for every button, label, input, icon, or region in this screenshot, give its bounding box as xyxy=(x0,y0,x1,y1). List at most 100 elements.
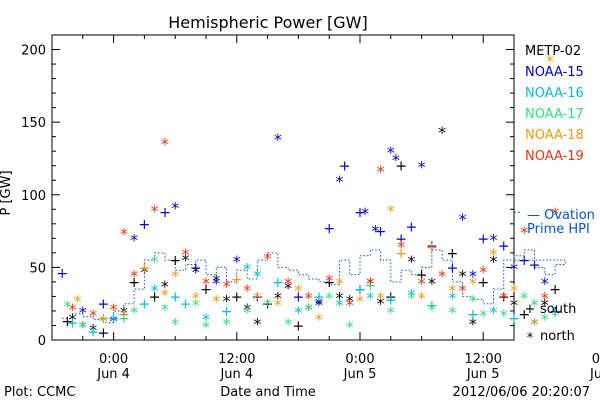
data-point: + xyxy=(118,311,130,327)
data-point: * xyxy=(500,306,508,325)
data-point: + xyxy=(159,205,171,221)
data-point: * xyxy=(407,288,415,307)
data-point: * xyxy=(89,306,97,325)
data-point: + xyxy=(97,326,109,342)
data-point: * xyxy=(387,201,395,220)
data-point: + xyxy=(375,224,387,240)
data-point: * xyxy=(407,286,415,305)
data-point: * xyxy=(520,288,528,307)
data-point: + xyxy=(426,298,438,314)
data-point: + xyxy=(508,311,520,327)
data-point: + xyxy=(169,253,181,269)
data-point: * xyxy=(315,296,323,315)
data-point: + xyxy=(518,253,530,269)
legend-marker-label: north xyxy=(540,329,575,344)
data-point: * xyxy=(428,274,436,293)
x-tick-date-label: Jun 6 xyxy=(589,367,600,382)
data-point: + xyxy=(354,205,366,221)
data-point: + xyxy=(354,282,366,298)
data-point: * xyxy=(130,267,138,286)
data-point: * xyxy=(171,198,179,217)
data-point: * xyxy=(192,262,200,281)
data-point: * xyxy=(99,312,107,331)
legend-ovation-label-1: — Ovation xyxy=(527,208,595,223)
data-point: + xyxy=(139,260,151,276)
data-point: + xyxy=(323,275,335,291)
data-point: * xyxy=(161,300,169,319)
data-point: * xyxy=(305,300,313,319)
data-point: * xyxy=(264,296,272,315)
data-point: * xyxy=(74,291,82,310)
data-point: * xyxy=(335,172,343,191)
legend-marker-label: south xyxy=(540,302,576,317)
data-point: * xyxy=(305,300,313,319)
data-point: + xyxy=(467,307,479,323)
data-point: * xyxy=(371,222,379,241)
data-point: * xyxy=(315,310,323,329)
data-point: * xyxy=(377,294,385,313)
data-point: * xyxy=(151,281,159,300)
data-point: * xyxy=(489,245,497,264)
data-point: + xyxy=(498,289,510,305)
data-point: * xyxy=(274,130,282,149)
data-point: * xyxy=(531,315,539,334)
data-point: + xyxy=(313,289,325,305)
data-point: + xyxy=(293,318,305,334)
data-point: + xyxy=(447,260,459,276)
data-point: * xyxy=(366,274,374,293)
data-point: * xyxy=(171,267,179,286)
data-point: * xyxy=(110,312,118,331)
data-point: + xyxy=(62,314,74,330)
data-point: + xyxy=(395,246,407,262)
data-point: * xyxy=(489,230,497,249)
x-tick-time-label: 0:00 xyxy=(592,352,600,367)
data-point: + xyxy=(354,282,366,298)
data-point: * xyxy=(510,296,518,315)
data-point: * xyxy=(392,150,400,169)
x-tick-time-label: 12:00 xyxy=(464,352,501,367)
data-point: * xyxy=(346,317,354,336)
data-points: +* * * +*+*+*+ **+** +**+ **+* *+* *+ ** ++*+ **+**… xyxy=(56,52,561,342)
data-point: * xyxy=(120,303,128,322)
data-point: * xyxy=(366,274,374,293)
data-point: * xyxy=(459,281,467,300)
data-point: + xyxy=(395,159,407,175)
y-tick-label: 100 xyxy=(21,189,46,204)
data-point: * xyxy=(69,310,77,329)
data-point: + xyxy=(251,289,263,305)
x-axis-label: Date and Time xyxy=(220,385,316,400)
data-point: + xyxy=(477,231,489,247)
data-point: + xyxy=(139,217,151,233)
data-point: * xyxy=(161,286,169,305)
x-tick-date-label: Jun 4 xyxy=(96,367,130,382)
data-point: * xyxy=(479,306,487,325)
data-point: + xyxy=(477,275,489,291)
data-point: * xyxy=(284,315,292,334)
data-point: * xyxy=(223,315,231,334)
data-point: * xyxy=(294,281,302,300)
data-point: * xyxy=(253,267,261,286)
data-point: + xyxy=(385,289,397,305)
data-point: * xyxy=(79,317,87,336)
data-point: * xyxy=(120,225,128,244)
data-point: * xyxy=(366,288,374,307)
data-point: * xyxy=(192,288,200,307)
legend-series-label: NOAA-19 xyxy=(525,149,584,164)
data-point: * xyxy=(325,288,333,307)
data-point: * xyxy=(305,288,313,307)
data-point: + xyxy=(293,289,305,305)
x-tick-time-label: 0:00 xyxy=(99,352,128,367)
data-point: + xyxy=(56,266,68,282)
data-point: * xyxy=(253,315,261,334)
data-point: + xyxy=(549,282,561,298)
chart-title: Hemispheric Power [GW] xyxy=(168,13,367,32)
data-point: * xyxy=(448,281,456,300)
data-point: * xyxy=(181,245,189,264)
data-point: * xyxy=(325,271,333,290)
data-point: * xyxy=(510,281,518,300)
data-point: * xyxy=(63,297,71,316)
data-point: * xyxy=(202,310,210,329)
data-point: + xyxy=(97,311,109,327)
data-point: * xyxy=(89,320,97,339)
data-point: * xyxy=(243,300,251,319)
